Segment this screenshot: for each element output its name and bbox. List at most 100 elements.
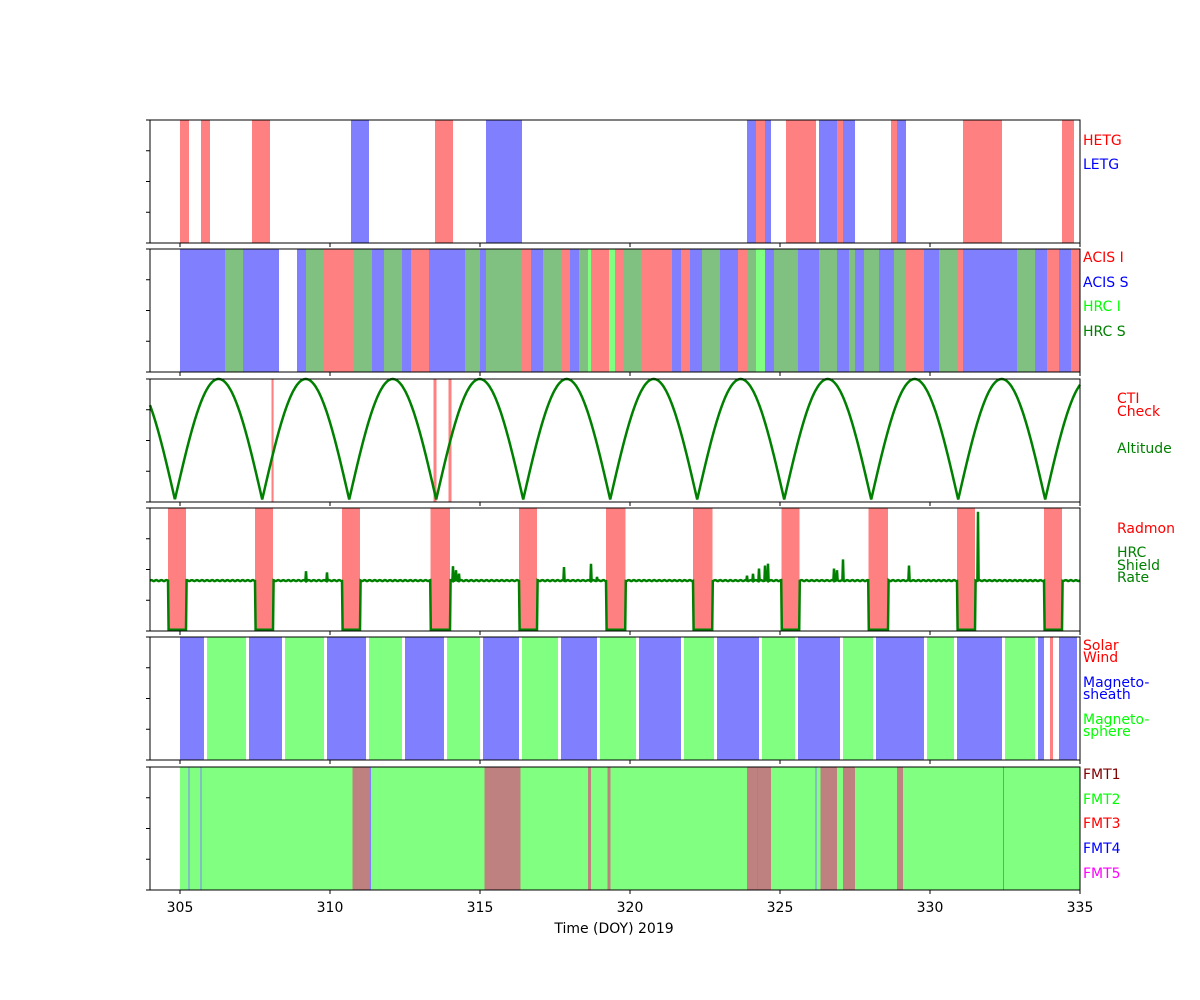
grating-band bbox=[747, 120, 756, 243]
instrument-band bbox=[672, 249, 681, 372]
radmon-legend-label: HRC bbox=[1117, 545, 1147, 561]
region-band bbox=[717, 637, 759, 760]
region-band bbox=[1050, 637, 1053, 760]
fmt-band bbox=[352, 767, 371, 890]
region-band bbox=[561, 637, 597, 760]
fmt-legend-label: FMT4 bbox=[1083, 841, 1121, 857]
instrument-band bbox=[1017, 249, 1035, 372]
grating-band bbox=[765, 120, 771, 243]
radmon-band bbox=[1044, 508, 1062, 631]
instrument-band bbox=[939, 249, 957, 372]
instrument-legend-label: HRC I bbox=[1083, 299, 1121, 315]
fmt-band bbox=[843, 767, 855, 890]
instrument-band bbox=[906, 249, 924, 372]
instrument-legend-label: HRC S bbox=[1083, 324, 1126, 340]
region-band bbox=[180, 637, 204, 760]
region-band bbox=[207, 637, 246, 760]
instrument-band bbox=[756, 249, 765, 372]
altitude-legend-label: CTI bbox=[1117, 391, 1139, 407]
instrument-band bbox=[774, 249, 798, 372]
grating-band bbox=[252, 120, 270, 243]
instrument-band bbox=[819, 249, 837, 372]
instrument-band bbox=[738, 249, 747, 372]
region-band bbox=[1059, 637, 1077, 760]
fmt-legend-label: FMT5 bbox=[1083, 866, 1121, 882]
region-legend-label: sphere bbox=[1083, 724, 1131, 740]
radmon-band bbox=[781, 508, 800, 631]
grating-band bbox=[897, 120, 906, 243]
region-band bbox=[1005, 637, 1035, 760]
altitude-band bbox=[433, 379, 437, 502]
instrument-band bbox=[624, 249, 642, 372]
radmon-band bbox=[693, 508, 713, 631]
grating-legend-label: HETG bbox=[1083, 133, 1122, 149]
region-band bbox=[285, 637, 324, 760]
grating-band bbox=[837, 120, 843, 243]
instrument-band bbox=[324, 249, 354, 372]
instrument-band bbox=[306, 249, 324, 372]
grating-band bbox=[435, 120, 453, 243]
instrument-band bbox=[963, 249, 1017, 372]
instrument-band bbox=[180, 249, 225, 372]
fmt-band bbox=[897, 767, 903, 890]
instrument-band bbox=[480, 249, 486, 372]
x-tick-label: 335 bbox=[1067, 900, 1094, 916]
instrument-band bbox=[465, 249, 480, 372]
instrument-band bbox=[570, 249, 579, 372]
region-band bbox=[876, 637, 924, 760]
instrument-band bbox=[243, 249, 279, 372]
grating-band bbox=[786, 120, 816, 243]
instrument-band bbox=[522, 249, 531, 372]
instrument-band bbox=[225, 249, 243, 372]
instrument-band bbox=[411, 249, 429, 372]
region-band bbox=[249, 637, 282, 760]
fmt-legend-label: FMT1 bbox=[1083, 767, 1121, 783]
panel-fmt: FMT1 FMT2 FMT3 FMT4 FMT5 bbox=[146, 766, 1121, 894]
instrument-band bbox=[591, 249, 609, 372]
instrument-band bbox=[765, 249, 774, 372]
region-band bbox=[1038, 637, 1044, 760]
instrument-band bbox=[855, 249, 864, 372]
radmon-band bbox=[255, 508, 273, 631]
region-band bbox=[600, 637, 636, 760]
instrument-band bbox=[720, 249, 738, 372]
grating-band bbox=[180, 120, 189, 243]
instrument-band bbox=[747, 249, 756, 372]
altitude-legend-label: Check bbox=[1117, 404, 1161, 420]
grating-band bbox=[963, 120, 1002, 243]
fmt-band bbox=[180, 767, 1080, 890]
region-band bbox=[483, 637, 519, 760]
instrument-band bbox=[681, 249, 690, 372]
x-tick-label: 320 bbox=[617, 900, 644, 916]
x-axis-ticks: 305 310 315 320 325 330 335 bbox=[167, 900, 1094, 916]
instrument-band bbox=[924, 249, 939, 372]
instrument-band bbox=[837, 249, 849, 372]
instrument-legend-label: ACIS I bbox=[1083, 250, 1124, 266]
instrument-band bbox=[429, 249, 465, 372]
radmon-band bbox=[342, 508, 360, 631]
x-tick-label: 310 bbox=[317, 900, 344, 916]
region-band bbox=[447, 637, 480, 760]
grating-band bbox=[819, 120, 837, 243]
instrument-band bbox=[354, 249, 372, 372]
fmt-band bbox=[607, 767, 611, 890]
instrument-band bbox=[561, 249, 570, 372]
radmon-band bbox=[868, 508, 888, 631]
grating-band bbox=[891, 120, 897, 243]
radmon-band bbox=[168, 508, 186, 631]
instrument-band bbox=[402, 249, 411, 372]
panel-instrument: ACIS I ACIS S HRC I HRC S bbox=[146, 248, 1129, 376]
region-band bbox=[369, 637, 402, 760]
grating-band bbox=[201, 120, 210, 243]
radmon-legend-label: Radmon bbox=[1117, 521, 1175, 537]
instrument-band bbox=[1071, 249, 1080, 372]
instrument-band bbox=[615, 249, 624, 372]
fmt-band bbox=[747, 767, 771, 890]
x-tick-label: 330 bbox=[917, 900, 944, 916]
x-axis-label: Time (DOY) 2019 bbox=[553, 921, 673, 937]
radmon-band bbox=[519, 508, 537, 631]
region-band bbox=[639, 637, 681, 760]
